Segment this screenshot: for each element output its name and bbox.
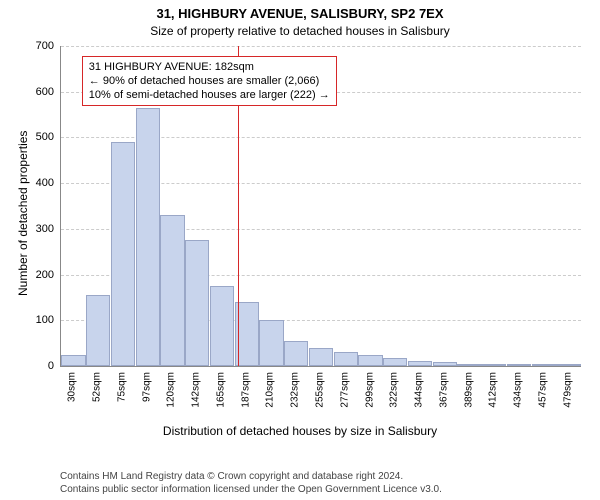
gridline	[61, 46, 581, 47]
annotation-box: 31 HIGHBURY AVENUE: 182sqm← 90% of detac…	[82, 56, 337, 107]
histogram-bar	[334, 352, 358, 366]
y-tick-label: 700	[0, 40, 54, 52]
x-tick-label: 412sqm	[488, 372, 499, 408]
y-tick-label: 100	[0, 314, 54, 326]
title-line-1: 31, HIGHBURY AVENUE, SALISBURY, SP2 7EX	[0, 6, 600, 21]
histogram-bar	[259, 320, 283, 366]
histogram-bar	[61, 355, 85, 366]
y-tick-label: 600	[0, 86, 54, 98]
x-tick-label: 277sqm	[339, 372, 350, 408]
histogram-bar	[309, 348, 333, 366]
x-tick-label: 322sqm	[389, 372, 400, 408]
footer-line: Contains public sector information licen…	[60, 483, 442, 496]
x-tick-label: 52sqm	[92, 372, 103, 402]
x-tick-label: 75sqm	[116, 372, 127, 402]
histogram-bar	[160, 215, 184, 366]
x-tick-label: 389sqm	[463, 372, 474, 408]
histogram-bar	[457, 364, 481, 366]
chart-container: { "titles": { "line1": "31, HIGHBURY AVE…	[0, 0, 600, 500]
histogram-bar	[284, 341, 308, 366]
x-tick-label: 120sqm	[166, 372, 177, 408]
x-tick-label: 434sqm	[513, 372, 524, 408]
y-tick-label: 200	[0, 269, 54, 281]
histogram-bar	[482, 364, 506, 366]
x-tick-label: 457sqm	[537, 372, 548, 408]
footer-line: Contains HM Land Registry data © Crown c…	[60, 470, 442, 483]
annotation-line: 10% of semi-detached houses are larger (…	[89, 88, 330, 102]
footer-attribution: Contains HM Land Registry data © Crown c…	[60, 470, 442, 496]
histogram-bar	[111, 142, 135, 366]
x-tick-label: 299sqm	[364, 372, 375, 408]
histogram-bar	[556, 364, 580, 366]
x-tick-label: 142sqm	[191, 372, 202, 408]
x-tick-label: 255sqm	[315, 372, 326, 408]
x-tick-label: 97sqm	[141, 372, 152, 402]
histogram-bar	[136, 108, 160, 366]
histogram-bar	[383, 358, 407, 366]
histogram-bar	[532, 364, 556, 366]
x-tick-label: 210sqm	[265, 372, 276, 408]
x-tick-label: 187sqm	[240, 372, 251, 408]
histogram-bar	[433, 362, 457, 366]
x-tick-label: 30sqm	[67, 372, 78, 402]
annotation-line: 31 HIGHBURY AVENUE: 182sqm	[89, 60, 330, 74]
x-axis-label: Distribution of detached houses by size …	[0, 424, 600, 438]
x-tick-label: 367sqm	[438, 372, 449, 408]
x-tick-label: 479sqm	[562, 372, 573, 408]
plot-area: 31 HIGHBURY AVENUE: 182sqm← 90% of detac…	[60, 46, 581, 367]
annotation-line: ← 90% of detached houses are smaller (2,…	[89, 74, 330, 88]
x-tick-label: 344sqm	[414, 372, 425, 408]
title-line-2: Size of property relative to detached ho…	[0, 24, 600, 38]
histogram-bar	[86, 295, 110, 366]
x-tick-label: 232sqm	[290, 372, 301, 408]
histogram-bar	[210, 286, 234, 366]
histogram-bar	[408, 361, 432, 366]
y-tick-label: 400	[0, 177, 54, 189]
x-tick-label: 165sqm	[215, 372, 226, 408]
y-tick-label: 300	[0, 223, 54, 235]
y-tick-label: 0	[0, 360, 54, 372]
histogram-bar	[507, 364, 531, 366]
histogram-bar	[358, 355, 382, 366]
histogram-bar	[185, 240, 209, 366]
y-tick-label: 500	[0, 131, 54, 143]
